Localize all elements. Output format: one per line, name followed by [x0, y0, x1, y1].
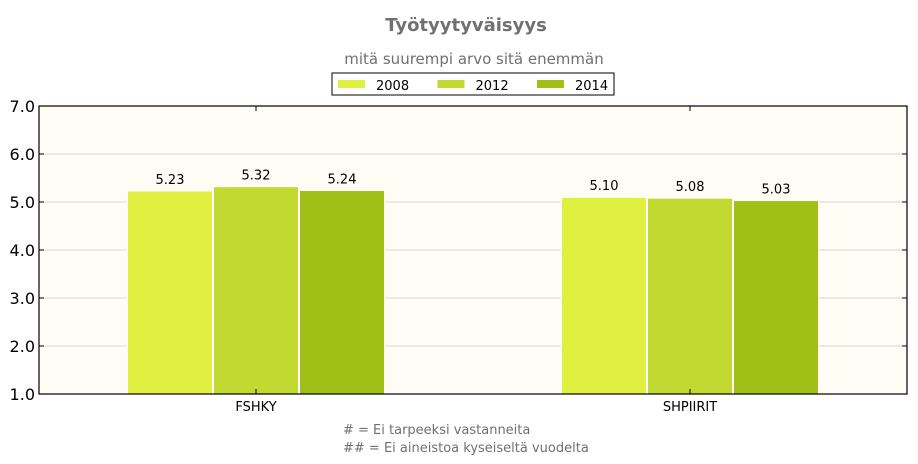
legend: 2008 2012 2014 [331, 72, 615, 96]
bar-fshky-2012 [213, 186, 299, 395]
footnote-2: ## = Ei aineistoa kyseiseltä vuodelta [343, 441, 589, 456]
data-label: 5.08 [676, 180, 705, 195]
legend-box [331, 72, 615, 96]
legend-label-2008: 2008 [376, 79, 409, 94]
data-label: 5.23 [156, 173, 185, 188]
y-tick-label: 2.0 [10, 337, 35, 356]
y-tick-label: 3.0 [10, 289, 35, 308]
x-category-label: SHPIIRIT [663, 400, 717, 415]
legend-swatch-2008 [338, 80, 365, 88]
footnote-1: # = Ei tarpeeksi vastanneita [343, 423, 530, 438]
legend-swatch-2012 [437, 80, 465, 88]
data-label: 5.03 [762, 183, 791, 198]
data-label: 5.32 [242, 169, 271, 184]
x-category-label: FSHKY [235, 400, 276, 415]
chart-subtitle: mitä suurempi arvo sitä enemmän [344, 50, 603, 68]
y-tick-label: 1.0 [10, 385, 35, 404]
legend-label-2012: 2012 [476, 79, 509, 94]
y-tick-label: 4.0 [10, 241, 35, 260]
legend-label-2014: 2014 [575, 79, 608, 94]
y-tick-label: 6.0 [10, 145, 35, 164]
data-label: 5.24 [328, 172, 357, 187]
bar-shpiirit-2014 [733, 200, 819, 395]
bars: 5.23 5.32 5.24 5.10 5.08 5.03 [127, 169, 819, 395]
chart-title: Työtyytyväisyys [385, 15, 547, 36]
legend-swatch-2014 [537, 80, 564, 88]
bar-shpiirit-2008 [561, 196, 647, 395]
data-label: 5.10 [590, 179, 619, 194]
y-tick-label: 7.0 [10, 97, 35, 116]
x-axis-categories: FSHKY SHPIIRIT [235, 106, 717, 415]
bar-shpiirit-2012 [647, 197, 733, 395]
y-axis-ticks: 1.0 2.0 3.0 4.0 5.0 6.0 7.0 [10, 97, 907, 404]
y-tick-label: 5.0 [10, 193, 35, 212]
bar-fshky-2008 [127, 190, 213, 395]
bar-fshky-2014 [299, 189, 385, 395]
